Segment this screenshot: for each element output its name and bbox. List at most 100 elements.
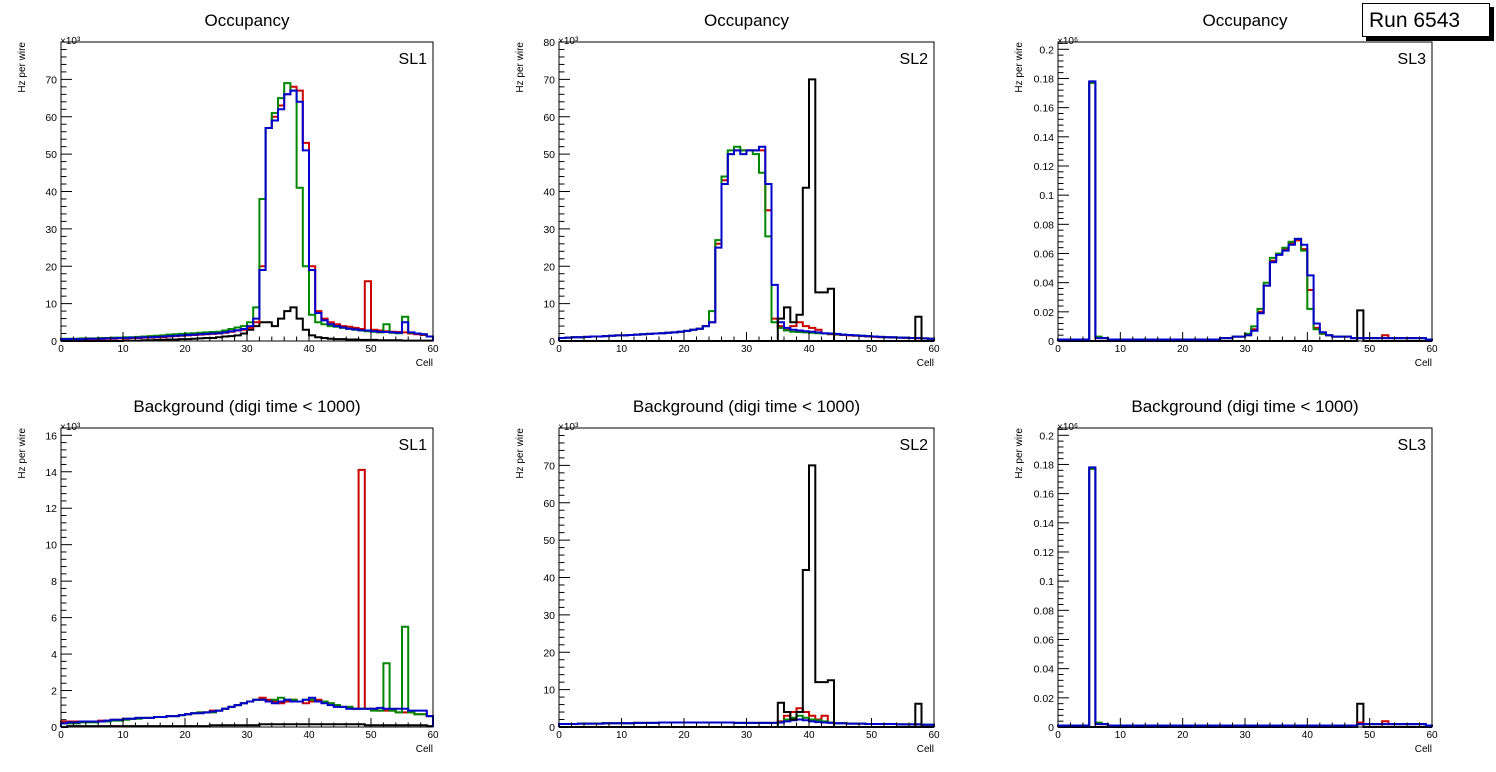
superlayer-label: SL1 [399, 51, 428, 68]
y-tick-label: 0 [549, 336, 555, 348]
y-tick-label: 0.18 [1034, 73, 1055, 85]
y-axis-exponent: ×10³ [558, 36, 579, 47]
y-tick-label: 10 [543, 299, 555, 311]
y-tick-label: 20 [543, 261, 555, 273]
series-green [60, 82, 434, 341]
chart-panel-3: Occupancy 0 10 20 30 40 50 60 Cell 0 0.02 0.04 0.06 0… [1014, 11, 1438, 369]
x-tick-label: 40 [303, 730, 315, 741]
y-tick-label: 70 [45, 74, 57, 86]
y-tick-label: 50 [543, 149, 555, 161]
y-tick-label: 30 [543, 224, 555, 236]
chart-title: Background (digi time < 1000) [133, 397, 360, 416]
x-tick-label: 0 [58, 344, 64, 355]
series-black-top [559, 78, 934, 342]
x-tick-label: 40 [803, 730, 815, 741]
x-tick-label: 20 [678, 344, 690, 355]
y-axis-label: Hz per wire [515, 428, 526, 479]
plot-frame [558, 427, 935, 728]
x-axis-label: Cell [1415, 744, 1432, 755]
x-tick-label: 60 [928, 730, 940, 741]
y-tick-label: 0.14 [1034, 518, 1055, 530]
x-tick-label: 30 [1239, 730, 1251, 741]
y-tick-label: 2 [51, 686, 57, 698]
y-tick-label: 8 [51, 576, 57, 588]
x-tick-label: 30 [741, 730, 753, 741]
plot-frame [1057, 427, 1433, 728]
chart-panel-1: Occupancy 0 10 20 30 40 50 60 Cell 0 10 20 30 40 50 60 7… [17, 11, 439, 369]
x-tick-label: 60 [1426, 344, 1438, 355]
series-green [558, 145, 935, 341]
x-tick-label: 10 [117, 730, 129, 741]
plot-frame [1057, 41, 1433, 342]
x-tick-label: 20 [1177, 344, 1189, 355]
y-tick-label: 20 [543, 647, 555, 659]
x-tick-label: 10 [1115, 730, 1127, 741]
y-tick-label: 0 [51, 336, 57, 348]
x-tick-label: 60 [427, 730, 439, 741]
y-tick-label: 0 [549, 722, 555, 734]
y-tick-label: 0.14 [1034, 132, 1055, 144]
x-tick-label: 10 [117, 344, 129, 355]
series-green [60, 625, 434, 727]
y-tick-label: 0.2 [1039, 44, 1054, 56]
y-tick-label: 0.04 [1034, 664, 1055, 676]
y-tick-label: 40 [543, 573, 555, 585]
y-tick-label: 0 [51, 722, 57, 734]
y-tick-label: 0.08 [1034, 605, 1055, 617]
x-tick-label: 10 [616, 344, 628, 355]
y-axis-exponent: ×10⁶ [1057, 422, 1078, 433]
x-axis-label: Cell [917, 744, 934, 755]
y-axis-exponent: ×10³ [60, 36, 81, 47]
y-tick-label: 70 [543, 74, 555, 86]
y-axis-exponent: ×10⁶ [1057, 36, 1078, 47]
y-tick-label: 10 [543, 685, 555, 697]
y-tick-label: 0.02 [1034, 307, 1055, 319]
y-tick-label: 0.04 [1034, 278, 1055, 290]
x-tick-label: 60 [928, 344, 940, 355]
y-tick-label: 30 [543, 610, 555, 622]
series-red [1057, 467, 1433, 727]
y-tick-label: 0 [1048, 722, 1054, 734]
superlayer-label: SL3 [1398, 437, 1427, 454]
y-tick-label: 4 [51, 649, 57, 661]
plot-frame [60, 41, 434, 342]
series-red [60, 85, 434, 341]
y-tick-label: 40 [45, 187, 57, 199]
y-tick-label: 0.12 [1034, 161, 1055, 173]
x-tick-label: 10 [616, 730, 628, 741]
chart-title: Occupancy [1202, 11, 1288, 30]
x-axis-label: Cell [1415, 358, 1432, 369]
series-blue [558, 718, 935, 727]
y-axis-exponent: ×10³ [60, 422, 81, 433]
y-tick-label: 0.16 [1034, 103, 1055, 115]
x-tick-label: 60 [1426, 730, 1438, 741]
chart-title: Occupancy [204, 11, 290, 30]
x-tick-label: 0 [556, 344, 562, 355]
x-tick-label: 20 [1177, 730, 1189, 741]
chart-panel-6: Background (digi time < 1000) 0 10 20 30 40 50… [1014, 397, 1438, 755]
series-blue [1057, 466, 1433, 727]
x-tick-label: 30 [241, 344, 253, 355]
x-tick-label: 20 [179, 344, 191, 355]
x-tick-label: 40 [803, 344, 815, 355]
superlayer-label: SL2 [900, 51, 929, 68]
x-axis-label: Cell [917, 358, 934, 369]
x-tick-label: 60 [427, 344, 439, 355]
run-label: Run 6543 [1362, 3, 1490, 37]
x-tick-label: 30 [241, 730, 253, 741]
series-blue [60, 696, 434, 727]
series-red [60, 468, 434, 727]
y-tick-label: 10 [45, 299, 57, 311]
superlayer-label: SL2 [900, 437, 929, 454]
y-axis-label: Hz per wire [17, 428, 28, 479]
series-green [1057, 467, 1433, 727]
y-tick-label: 10 [45, 540, 57, 552]
chart-title: Occupancy [704, 11, 790, 30]
chart-panel-5: Background (digi time < 1000) 0 10 20 30 40 50… [515, 397, 940, 755]
x-tick-label: 10 [1115, 344, 1127, 355]
y-tick-label: 60 [543, 112, 555, 124]
y-tick-label: 30 [45, 224, 57, 236]
chart-title: Background (digi time < 1000) [633, 397, 860, 416]
y-tick-label: 0.08 [1034, 219, 1055, 231]
